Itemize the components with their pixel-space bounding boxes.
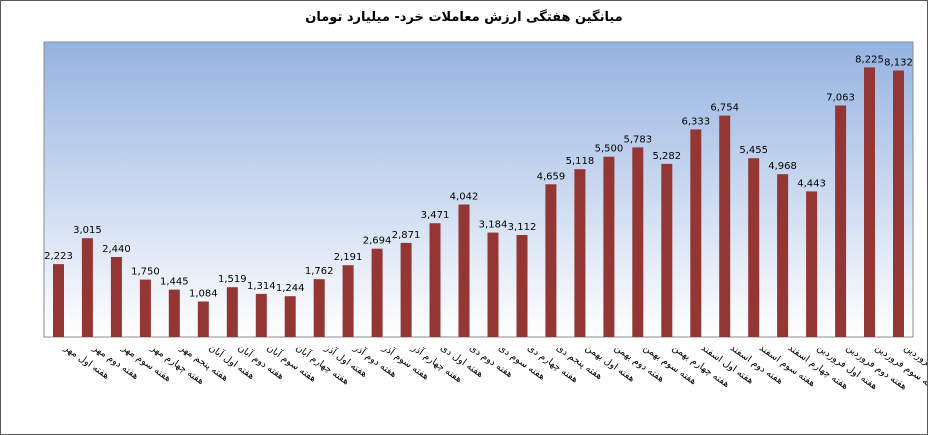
bar xyxy=(81,238,93,337)
data-label: 5,500 xyxy=(595,144,624,155)
bar xyxy=(574,169,586,337)
bar xyxy=(284,296,296,337)
data-label: 2,871 xyxy=(392,230,421,241)
data-label: 2,223 xyxy=(44,251,73,262)
bar xyxy=(864,67,875,338)
data-label: 4,659 xyxy=(537,171,566,182)
bar xyxy=(516,235,528,337)
data-label: 6,333 xyxy=(681,116,710,127)
data-label: 3,112 xyxy=(508,222,537,233)
bar xyxy=(226,287,238,337)
bar xyxy=(835,105,847,337)
data-label: 2,191 xyxy=(334,252,363,263)
bar xyxy=(545,184,557,337)
bar xyxy=(255,293,267,337)
data-label: 2,440 xyxy=(102,244,131,255)
data-label: 3,184 xyxy=(479,220,508,231)
data-label: 5,118 xyxy=(566,156,595,167)
data-label: 1,244 xyxy=(276,283,305,294)
bar xyxy=(632,147,644,337)
data-label: 5,783 xyxy=(623,134,652,145)
bar xyxy=(603,156,615,337)
bar xyxy=(168,289,180,337)
bar xyxy=(777,174,789,337)
bar xyxy=(661,163,673,337)
bar xyxy=(719,115,731,337)
data-label: 1,084 xyxy=(189,289,218,300)
data-label: 4,443 xyxy=(797,178,826,189)
bar xyxy=(197,301,209,337)
data-label: 7,063 xyxy=(826,93,855,104)
data-label: 4,968 xyxy=(768,161,797,172)
bar xyxy=(400,242,412,337)
data-label: 1,519 xyxy=(218,274,247,285)
data-label: 4,042 xyxy=(450,192,479,203)
bar xyxy=(139,279,151,337)
bar xyxy=(487,232,499,337)
data-label: 3,015 xyxy=(73,225,102,236)
bar xyxy=(748,158,760,337)
data-label: 5,282 xyxy=(652,151,681,162)
plot-area xyxy=(43,41,914,338)
bar xyxy=(53,264,64,337)
data-label: 5,455 xyxy=(739,145,768,156)
bar xyxy=(458,204,470,337)
chart-title: میانگین هفتگی ارزش معاملات خرد- میلیارد … xyxy=(305,10,623,25)
data-label: 1,314 xyxy=(247,281,276,292)
bar xyxy=(429,223,441,337)
bar xyxy=(371,248,383,337)
data-label: 2,694 xyxy=(363,236,392,247)
data-label: 8,225 xyxy=(855,54,884,65)
bar xyxy=(690,129,702,337)
bar xyxy=(110,257,122,337)
data-label: 1,762 xyxy=(305,266,334,277)
bar xyxy=(893,70,904,337)
data-label: 6,754 xyxy=(710,103,739,114)
bar xyxy=(342,265,354,337)
bar xyxy=(313,279,325,337)
data-label: 1,445 xyxy=(160,277,189,288)
data-label: 1,750 xyxy=(131,267,160,278)
bar xyxy=(806,191,818,337)
data-label: 8,132 xyxy=(884,58,913,69)
data-label: 3,471 xyxy=(421,210,450,221)
